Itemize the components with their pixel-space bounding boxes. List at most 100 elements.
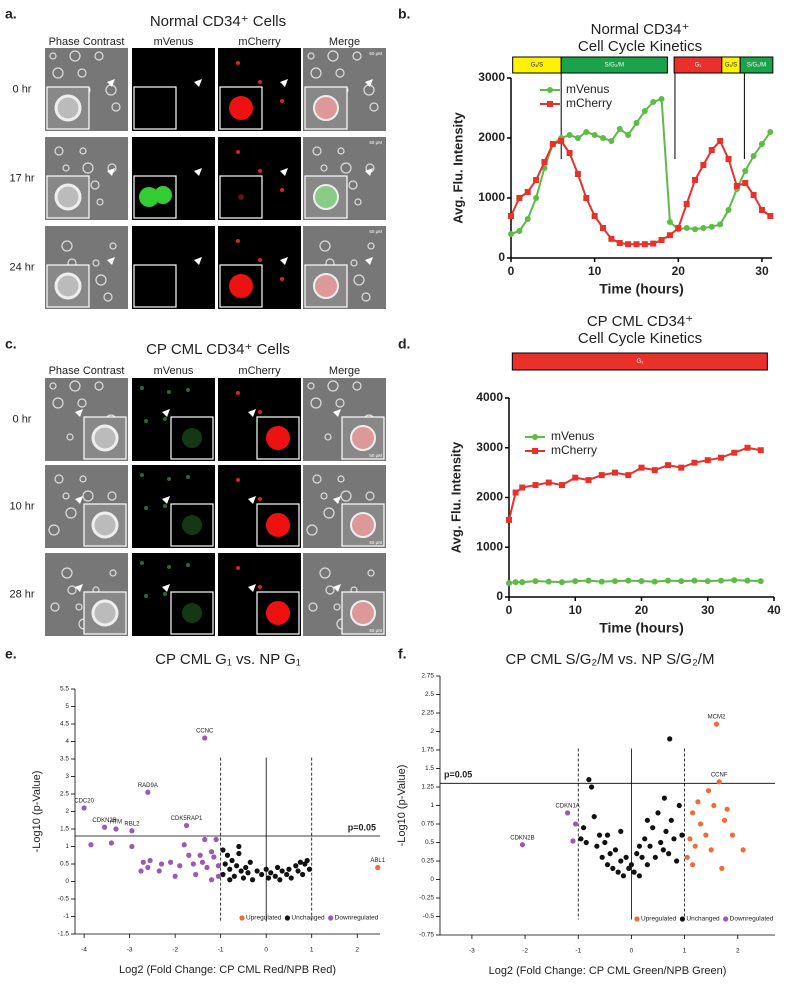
point (215, 863, 221, 869)
point (158, 861, 165, 867)
faint-green (140, 386, 144, 390)
point (767, 129, 774, 135)
phase-label: S/G₂/M (605, 63, 624, 69)
x-tick-label: 0 (506, 603, 513, 617)
point-label: CDKN2B (510, 835, 534, 841)
legend-marker (679, 916, 686, 922)
point (508, 213, 514, 219)
faint-green (186, 563, 190, 567)
point (668, 817, 674, 823)
point (208, 849, 215, 855)
cell-spot (48, 524, 60, 536)
cell-spot (49, 52, 57, 60)
merge-blob (350, 600, 376, 626)
faint-green (167, 390, 171, 394)
phase-bar (511, 352, 768, 371)
point (703, 832, 709, 838)
point (183, 822, 190, 829)
x-tick-label: 30 (755, 264, 769, 278)
red-spot (236, 566, 240, 570)
point (689, 810, 696, 816)
red-spot (280, 188, 284, 192)
x-tick-label: -2 (522, 948, 528, 955)
point (625, 472, 632, 479)
cell-spot (66, 433, 74, 441)
point (600, 225, 607, 231)
point (304, 857, 310, 864)
x-tick-label: 1 (310, 947, 314, 954)
x-axis-label: Time (hours) (599, 281, 684, 297)
cell-spot (369, 102, 379, 112)
red-blob (266, 426, 290, 450)
point (259, 871, 265, 878)
cell-spot (320, 492, 328, 500)
red-spot (236, 391, 240, 395)
point (757, 447, 764, 454)
point (716, 779, 722, 785)
point (585, 477, 592, 484)
point (591, 213, 598, 219)
x-tick-label: 30 (701, 603, 715, 617)
point-label: CDKN2B (92, 818, 116, 824)
point (293, 863, 299, 869)
y-tick-label: 3.5 (60, 756, 69, 763)
y-tick-label: 5 (65, 703, 69, 710)
faint-blob (182, 428, 202, 448)
arrowhead (75, 496, 83, 504)
point-label: CDC20 (74, 799, 94, 805)
point (208, 877, 215, 883)
point-label: CCNC (196, 729, 214, 735)
row-label: 28 hr (9, 588, 34, 600)
cell-spot (353, 274, 365, 286)
point (583, 129, 590, 135)
point-label: CDK5RAP1 (171, 816, 203, 822)
point (616, 126, 623, 132)
arrowhead (107, 168, 115, 176)
cell-spot (307, 382, 315, 390)
phase-label: S/G₂/M (747, 63, 766, 69)
phase-label: G₁ (695, 63, 702, 69)
point (222, 861, 228, 867)
arrowhead (365, 168, 373, 176)
cell-spot (352, 381, 362, 391)
cell-spot (103, 292, 113, 302)
y-tick-label: 0.25 (421, 858, 434, 865)
point (129, 828, 135, 834)
legend-label: Unchanged (686, 916, 720, 923)
point (658, 839, 664, 846)
y-tick-label: 0 (498, 250, 505, 264)
point (705, 788, 712, 794)
cell-spot (367, 569, 375, 577)
y-tick-label: 1000 (476, 539, 503, 553)
legend-label: Upregulated (641, 916, 677, 923)
legend-marker (532, 448, 538, 454)
y-tick-label: 1.5 (425, 765, 434, 772)
point (190, 861, 196, 867)
point (565, 810, 571, 816)
point (265, 875, 272, 881)
point (532, 578, 539, 585)
point (665, 577, 671, 584)
point (623, 854, 629, 860)
point (238, 868, 244, 874)
point (145, 864, 151, 871)
point (631, 869, 637, 875)
point (689, 862, 696, 868)
panel-label: e. (5, 646, 17, 662)
arrowhead (162, 584, 170, 592)
point (585, 577, 592, 584)
point (516, 228, 523, 234)
point (704, 578, 711, 585)
point (679, 832, 685, 838)
faint-green (186, 388, 190, 392)
point (572, 821, 579, 827)
cell-spot (365, 491, 375, 501)
point (224, 852, 231, 858)
point (758, 141, 765, 147)
point (650, 99, 657, 105)
point (113, 826, 119, 832)
point (591, 132, 598, 138)
point (625, 577, 632, 584)
y-tick-label: 0.75 (421, 821, 434, 828)
point (284, 871, 290, 878)
